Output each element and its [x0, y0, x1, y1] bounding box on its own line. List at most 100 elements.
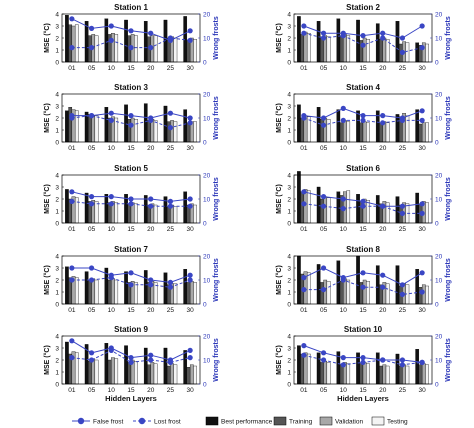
y-axis-label: MSE (°C): [43, 103, 51, 133]
legend-testing-swatch: [371, 416, 385, 426]
bar-training: [186, 367, 191, 385]
marker-lost-frost: [88, 201, 95, 207]
bar-testing: [346, 363, 351, 385]
bar-best: [143, 347, 148, 385]
marker-false-frost: [360, 33, 366, 39]
bar-testing: [366, 281, 370, 305]
bar-testing: [94, 201, 99, 224]
bar-best: [84, 192, 89, 224]
legend-lost-frost-label: Lost frost: [154, 419, 181, 426]
bar-best: [84, 21, 89, 63]
left-tick-label: 3: [287, 265, 291, 272]
panel-title: Station 4: [346, 83, 380, 92]
marker-false-frost: [88, 265, 95, 271]
bar-training: [147, 120, 151, 143]
right-tick-label: 20: [435, 91, 443, 98]
marker-lost-frost: [419, 45, 425, 51]
bar-training: [300, 353, 305, 385]
marker-lost-frost: [320, 287, 327, 293]
x-tick-label: 25: [167, 226, 175, 233]
marker-false-frost: [128, 355, 134, 361]
left-tick-label: 2: [55, 115, 59, 122]
bar-best: [375, 23, 380, 63]
y-axis-label: MSE (°C): [275, 345, 283, 375]
bar-training: [186, 40, 191, 63]
y2-axis-label: Wrong frosts: [445, 338, 452, 382]
bar-testing: [385, 283, 390, 305]
left-tick-label: 3: [55, 23, 59, 30]
left-tick-label: 1: [55, 47, 59, 54]
x-tick-label: 30: [419, 307, 427, 314]
marker-lost-frost: [167, 203, 174, 209]
marker-false-frost: [128, 196, 134, 202]
marker-lost-frost: [399, 49, 406, 56]
left-tick-label: 2: [287, 115, 291, 122]
marker-lost-frost: [148, 117, 154, 123]
bar-testing: [193, 39, 197, 63]
bar-best: [163, 105, 168, 143]
bar-training: [320, 36, 324, 63]
marker-false-frost: [320, 350, 327, 356]
marker-lost-frost: [380, 284, 386, 290]
marker-lost-frost: [108, 347, 114, 353]
marker-lost-frost: [108, 275, 114, 281]
bar-best: [415, 192, 420, 224]
bar-training: [339, 35, 344, 63]
bar-best: [84, 271, 89, 305]
bar-testing: [153, 120, 158, 143]
bar-validation: [91, 278, 96, 305]
bar-validation: [130, 117, 135, 143]
bar-best: [415, 42, 420, 63]
marker-false-frost: [320, 30, 327, 36]
bar-best: [297, 104, 301, 143]
marker-lost-frost: [360, 284, 366, 290]
right-tick-label: 10: [435, 357, 443, 364]
right-tick-label: 20: [435, 172, 443, 179]
right-tick-label: 0: [435, 220, 439, 227]
panel-title: Station 2: [346, 3, 380, 12]
left-tick-label: 1: [287, 208, 291, 215]
x-tick-label: 25: [399, 65, 407, 72]
panel-title: Station 1: [114, 3, 148, 12]
left-tick-label: 3: [287, 23, 291, 30]
bar-training: [320, 198, 324, 224]
left-tick-label: 0: [287, 139, 291, 146]
x-tick-label: 30: [419, 387, 427, 394]
left-tick-label: 4: [287, 253, 291, 260]
bar-best: [415, 269, 420, 305]
bar-best: [395, 353, 400, 385]
right-tick-label: 20: [435, 253, 443, 260]
left-tick-label: 2: [55, 357, 59, 364]
bar-validation: [362, 37, 367, 63]
marker-false-frost: [419, 201, 425, 207]
bar-best: [65, 15, 69, 63]
marker-false-frost: [148, 277, 154, 283]
x-tick-label: 01: [68, 145, 76, 152]
bar-best: [183, 191, 188, 224]
marker-lost-frost: [301, 287, 307, 293]
x-tick-label: 25: [167, 387, 175, 394]
bar-training: [88, 279, 92, 305]
x-tick-label: 15: [127, 387, 135, 394]
bar-validation: [421, 363, 426, 385]
right-tick-label: 10: [203, 35, 211, 42]
marker-lost-frost: [148, 357, 154, 363]
bar-validation: [189, 281, 194, 305]
marker-lost-frost: [340, 206, 346, 212]
x-tick-label: 05: [88, 307, 96, 314]
bar-testing: [193, 282, 197, 305]
marker-false-frost: [380, 272, 386, 278]
bar-training: [300, 191, 305, 224]
bar-validation: [382, 37, 387, 63]
left-tick-label: 0: [55, 139, 59, 146]
left-tick-label: 0: [55, 59, 59, 66]
panel-title: Station 10: [344, 325, 383, 334]
bar-testing: [306, 272, 311, 305]
bar-validation: [170, 363, 174, 385]
marker-false-frost: [187, 272, 193, 278]
right-tick-label: 20: [203, 91, 211, 98]
marker-false-frost: [69, 16, 75, 22]
